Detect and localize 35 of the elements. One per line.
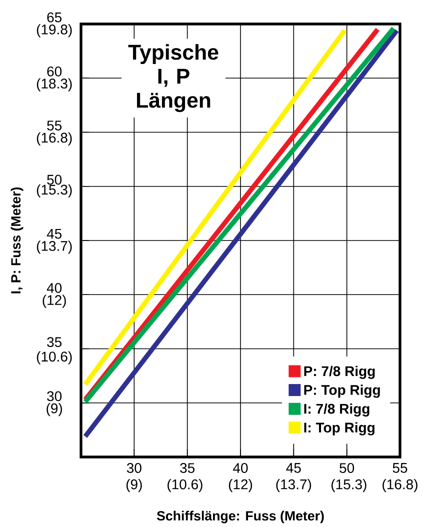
y-tick-label: 55 bbox=[47, 120, 62, 130]
y2-tick-label: (15.3) bbox=[36, 184, 72, 198]
x2-tick-label: (12) bbox=[228, 479, 252, 492]
y-tick-label: 50 bbox=[47, 174, 62, 185]
x-tick-label: 35 bbox=[180, 463, 195, 473]
y-tick-label: 60 bbox=[47, 66, 62, 76]
x2-tick-label: (9) bbox=[126, 479, 142, 492]
y2-tick-label: (18.3) bbox=[36, 78, 72, 92]
x-tick-label: 55 bbox=[392, 463, 408, 473]
y2-tick-label: (10.6) bbox=[36, 351, 72, 364]
y2-tick-label: (13.7) bbox=[36, 240, 72, 254]
x-axis-title: Schiffslänge: Fuss (Meter) bbox=[156, 510, 324, 524]
text: Typische I, P Längen bbox=[128, 44, 218, 112]
legend-label: I: 7/8 Rigg bbox=[304, 403, 370, 417]
x2-tick-label: (15.3) bbox=[331, 479, 366, 492]
x-tick-label: 45 bbox=[286, 463, 301, 473]
y-axis-title: I, P: Fuss (Meter) bbox=[10, 187, 24, 294]
y2-tick-label: (12) bbox=[42, 294, 66, 308]
legend-label: P: 7/8 Rigg bbox=[304, 366, 375, 379]
x2-tick-label: (16.8) bbox=[382, 479, 418, 492]
x2-tick-label: (10.6) bbox=[168, 479, 202, 492]
y2-tick-label: (9) bbox=[46, 403, 62, 416]
y-tick-label: 45 bbox=[46, 228, 62, 239]
y2-tick-label: (19.8) bbox=[36, 24, 72, 38]
legend-label: P: Top Rigg bbox=[304, 384, 380, 398]
y-tick-label: 35 bbox=[47, 337, 62, 348]
y-tick-label: 30 bbox=[47, 391, 62, 402]
x2-tick-label: (13.7) bbox=[276, 479, 312, 492]
legend-label: I: Top Rigg bbox=[304, 422, 374, 436]
x-tick-label: 50 bbox=[340, 463, 354, 473]
y-tick-label: 40 bbox=[46, 283, 62, 293]
x-tick-label: 40 bbox=[233, 463, 248, 473]
x-tick-label: 30 bbox=[126, 463, 142, 473]
y2-tick-label: (16.8) bbox=[36, 132, 72, 146]
y-tick-label: 65 bbox=[47, 12, 62, 22]
